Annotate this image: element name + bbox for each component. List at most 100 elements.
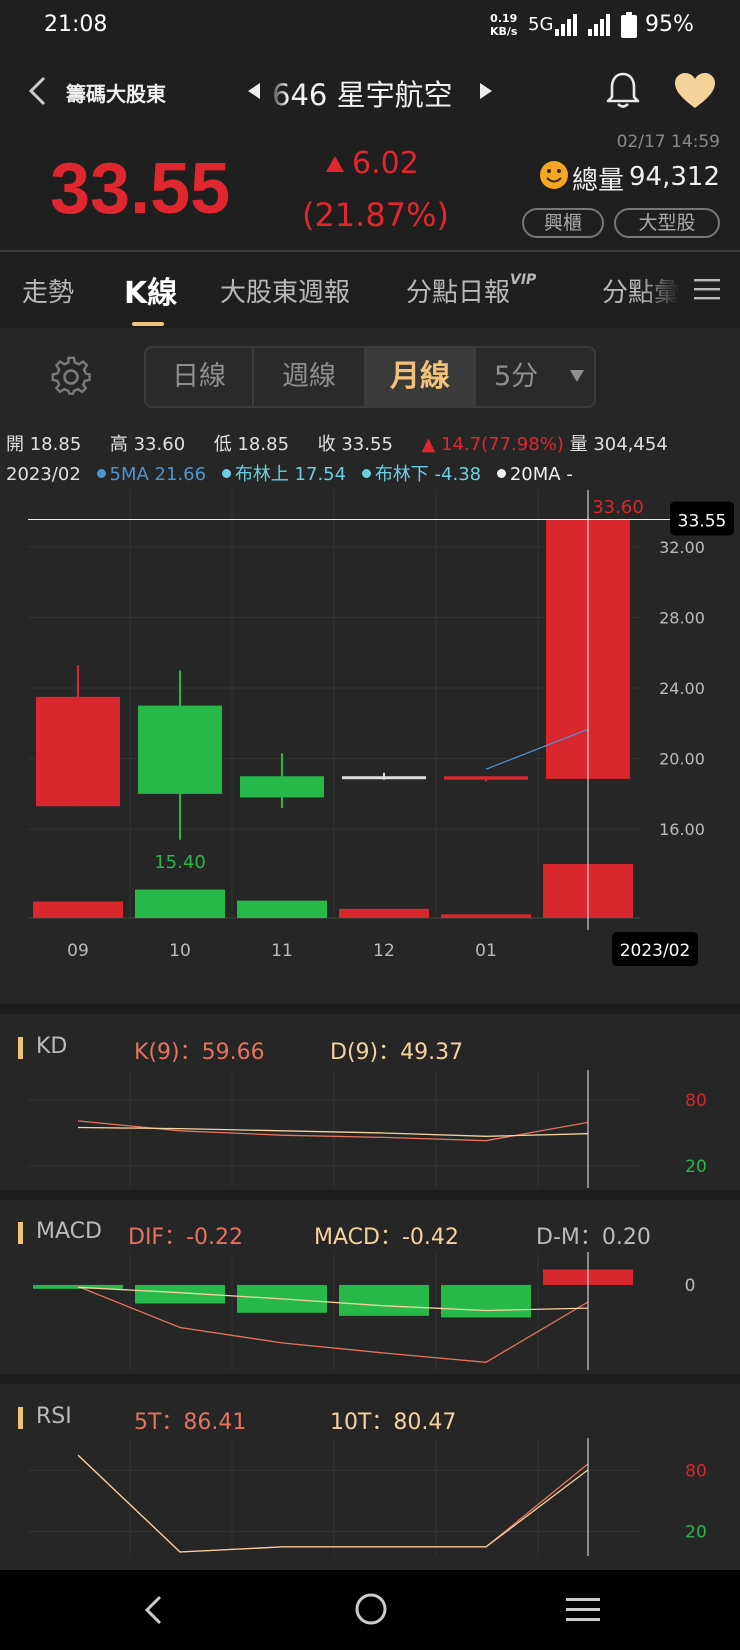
min-price-label: 15.40 [154,852,206,873]
vip-badge: VIP [510,272,537,288]
settings-gear-icon[interactable] [50,356,92,398]
active-tab-indicator [132,322,164,326]
period-monthly[interactable]: 月線 [366,348,476,406]
series-line [77,1454,589,1553]
back-arrow-icon[interactable] [26,74,50,108]
tab-trend[interactable]: 走勢 [22,278,75,308]
price-change: 6.02 [352,146,419,181]
y-tick-label: 32.00 [659,538,705,557]
y-tick-label: 20.00 [659,750,705,769]
total-volume-label: 總量 [572,166,625,196]
nav-recent-apps-icon[interactable] [566,1596,600,1624]
macd-histogram-bar [441,1284,531,1318]
status-bar: 21:08 0.19 KB/s 5G 95% [0,0,740,56]
dif-value: DIF：-0.22 [128,1225,244,1250]
tab-bar: 走勢 K線 大股東週報 分點日報VIP 分點彙 [0,252,740,328]
x-tick-label: 11 [271,941,293,961]
crosshair-date-label: 2023/02 [620,941,691,961]
y-tick-label: 20 [685,1157,707,1177]
series-line [77,1285,589,1363]
period-weekly[interactable]: 週線 [254,348,366,406]
y-tick-label: 28.00 [659,608,705,627]
market-tag: 興櫃 [522,208,604,238]
high-value: 33.60 [133,434,186,455]
rsi10-value: 10T：80.47 [330,1410,457,1435]
dm-value: D-M：0.20 [536,1225,651,1250]
total-volume: 94,312 [629,162,720,192]
period-daily[interactable]: 日線 [146,348,254,406]
battery-level: 95% [645,12,694,37]
macd-histogram-bar [135,1284,225,1304]
series-line [77,1126,589,1137]
candle-body [138,705,222,794]
app-brand: 籌碼大股東 [66,82,166,106]
tab-branch-daily[interactable]: 分點日報VIP [406,272,537,308]
macd-chart[interactable]: 0 [0,1252,740,1372]
x-tick-label: 01 [475,941,497,961]
candle-body [342,776,426,780]
y-tick-label: 20 [685,1523,707,1543]
quote-panel: 02/17 14:59 33.55 6.02 (21.87%) 總量 94,31… [0,128,740,250]
kd-title: KD [36,1034,68,1059]
volume-bar [339,908,429,918]
crosshair-date-box [612,932,698,966]
open-value: 18.85 [29,434,82,455]
menu-icon[interactable] [694,278,720,300]
boll-upper-value: 布林上 17.54 [234,464,347,485]
prev-stock-icon[interactable] [246,82,262,100]
macd-value: MACD：-0.42 [314,1225,459,1250]
status-time: 21:08 [44,12,108,37]
max-price-label: 33.60 [592,497,644,518]
favorite-heart-icon[interactable] [674,72,716,110]
y-tick-label: 24.00 [659,679,705,698]
y-tick-label: 80 [685,1091,707,1111]
nav-back-icon[interactable] [142,1594,164,1626]
low-value: 18.85 [237,434,290,455]
signal-icon [588,14,610,36]
next-stock-icon[interactable] [478,82,494,100]
y-tick-label: 0 [685,1276,696,1296]
ma5-value: 5MA 21.66 [109,464,207,485]
series-line [77,1286,589,1312]
ohlc-info: 開 18.85 高 33.60 低 18.85 收 33.55 ▲ 14.7(7… [6,434,668,455]
x-tick-label: 10 [169,941,191,961]
volume-bar [135,889,225,918]
system-nav-bar [0,1570,740,1650]
y-tick-label: 80 [685,1461,707,1481]
ma20-value: 20MA - [509,464,573,485]
x-tick-label: 09 [67,941,89,961]
d-value: D(9)：49.37 [330,1040,464,1065]
candle-body [240,776,324,798]
period-5min[interactable]: 5分 [494,361,539,392]
period-volume: 304,454 [593,434,668,455]
chevron-down-icon[interactable] [570,370,584,382]
macd-title: MACD [36,1219,102,1244]
network-speed: 0.19 KB/s [490,12,518,38]
rsi5-value: 5T：86.41 [134,1410,247,1435]
tab-kline[interactable]: K線 [124,276,178,311]
period-date: 2023/02 [6,464,81,485]
candlestick-chart[interactable]: 16.00 20.00 24.00 28.00 32.00 33.60 15.40 33.55… [0,490,740,1000]
ma5-line [485,728,589,770]
quote-timestamp: 02/17 14:59 [616,132,720,152]
candle-body [36,696,120,807]
x-tick-label: 12 [373,941,395,961]
last-price: 33.55 [50,149,231,229]
boll-lower-value: 布林下 -4.38 [374,464,482,485]
app-header: 籌碼大股東 646 星宇航空 [0,56,740,128]
stock-name: 646 星宇航空 [272,78,453,112]
bell-icon[interactable] [604,70,642,110]
battery-icon [621,12,637,38]
smile-icon [540,161,568,189]
ma-info: 2023/02 5MA 21.66 布林上 17.54 布林下 -4.38 20… [6,460,573,486]
tab-shareholder-weekly[interactable]: 大股東週報 [220,278,351,308]
up-triangle-icon: ▲ [421,434,436,455]
rsi-title: RSI [36,1404,72,1429]
nav-home-icon[interactable] [354,1592,388,1626]
size-tag: 大型股 [614,208,720,238]
period-change: 14.7(77.98%) [441,434,564,455]
period-selector: 日線 週線 月線 5分 [144,346,596,408]
series-line [77,1454,589,1553]
